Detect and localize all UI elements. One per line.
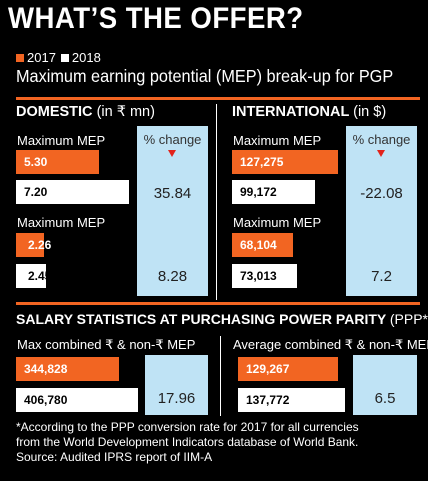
domestic-bar-2018-a: 7.20 xyxy=(16,180,129,204)
international-bar-2017-a: 127,275 xyxy=(232,150,338,174)
footnote: *According to the PPP conversion rate fo… xyxy=(16,420,359,465)
footnote-line-2: from the World Development Indicators da… xyxy=(16,435,359,449)
legend: 2017 2018 xyxy=(16,50,101,65)
ppp-title: SALARY STATISTICS AT PURCHASING POWER PA… xyxy=(16,311,428,327)
international-change-box: % change -22.08 7.2 xyxy=(346,126,417,296)
domestic-title: DOMESTIC (in ₹ mn) xyxy=(16,104,155,120)
international-unit: (in $) xyxy=(353,104,387,120)
ppp-left-bar-2017: 344,828 xyxy=(16,357,119,381)
domestic-change-header: % change xyxy=(143,132,202,147)
international-label-1: Maximum MEP xyxy=(233,133,322,148)
ppp-left-bar-2018: 406,780 xyxy=(16,388,138,412)
international-title-text: INTERNATIONAL xyxy=(232,104,350,120)
ppp-right-change: 6.5 xyxy=(374,390,396,407)
international-bar-2018-a: 99,172 xyxy=(232,180,315,204)
international-bar-2017-b: 68,104 xyxy=(232,233,293,257)
footnote-line-3: Source: Audited IPRS report of IIM-A xyxy=(16,450,213,464)
domestic-change-a: 35.84 xyxy=(153,185,192,202)
ppp-right-bar-2018: 137,772 xyxy=(238,388,345,412)
international-change-b: 7.2 xyxy=(371,268,392,285)
international-title: INTERNATIONAL (in $) xyxy=(232,104,386,120)
domestic-change-box: % change 35.84 8.28 xyxy=(137,126,208,296)
legend-swatch-2017 xyxy=(16,53,24,62)
ppp-divider xyxy=(220,336,221,416)
domestic-bar-2017-a: 5.30 xyxy=(16,150,99,174)
ppp-unit: (PPP*) xyxy=(389,311,428,327)
international-arrow-icon xyxy=(377,150,385,157)
ppp-right-label: Average combined ₹ & non-₹ MEP xyxy=(233,337,428,352)
domestic-change-b: 8.28 xyxy=(157,268,188,285)
ppp-left-change: 17.96 xyxy=(157,390,196,407)
legend-label-2017: 2017 xyxy=(27,50,56,65)
domestic-bar-2017-b: 2.26 xyxy=(16,233,51,257)
ppp-left-change-box: 17.96 xyxy=(145,355,208,415)
ppp-left-label: Max combined ₹ & non-₹ MEP xyxy=(17,337,196,352)
domestic-unit: (in ₹ mn) xyxy=(96,104,155,120)
footnote-line-1: *According to the PPP conversion rate fo… xyxy=(16,420,359,434)
ppp-right-bar-2017: 129,267 xyxy=(238,357,338,381)
legend-label-2018: 2018 xyxy=(71,50,101,65)
section-divider xyxy=(216,104,217,300)
subtitle: Maximum earning potential (MEP) break-up… xyxy=(16,66,394,86)
middle-rule xyxy=(16,302,420,305)
international-change-header: % change xyxy=(352,132,411,147)
international-bar-2018-b: 73,013 xyxy=(232,264,297,288)
domestic-label-2: Maximum MEP xyxy=(17,215,106,230)
domestic-bar-2018-b: 2.45 xyxy=(16,264,51,288)
international-change-a: -22.08 xyxy=(360,185,403,202)
legend-swatch-2018 xyxy=(60,53,69,62)
domestic-arrow-icon xyxy=(168,150,176,157)
domestic-label-1: Maximum MEP xyxy=(17,133,106,148)
domestic-title-text: DOMESTIC xyxy=(16,104,93,120)
international-label-2: Maximum MEP xyxy=(233,215,322,230)
headline: WHAT’S THE OFFER? xyxy=(8,2,304,35)
ppp-title-text: SALARY STATISTICS AT PURCHASING POWER PA… xyxy=(16,311,386,327)
top-rule xyxy=(16,97,420,100)
ppp-right-change-box: 6.5 xyxy=(353,355,417,415)
